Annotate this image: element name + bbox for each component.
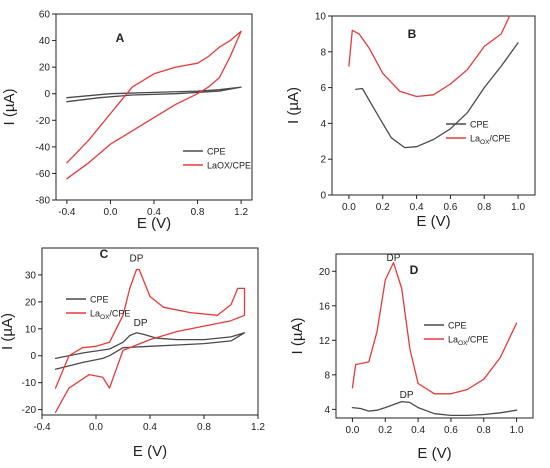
legend: CPE LaOX/CPE <box>424 321 488 348</box>
peak-annotation: DP <box>387 253 401 264</box>
legend-label: CPE <box>470 120 489 130</box>
x-axis-label: E (V) <box>416 213 450 230</box>
legend-label: CPE <box>448 321 467 331</box>
y-tick-label: 0 <box>320 191 326 202</box>
y-tick-label: 8 <box>324 370 330 381</box>
y-tick-label: 2 <box>320 155 326 166</box>
x-tick-label: 1.0 <box>511 202 525 213</box>
x-tick-label: 0.8 <box>197 422 211 433</box>
plot-frame <box>41 247 259 416</box>
y-tick-label: 40 <box>39 36 51 47</box>
y-axis-label: I (µA) <box>289 318 306 355</box>
series-line-cpe <box>66 86 242 103</box>
y-tick-label: 12 <box>319 336 331 347</box>
y-tick-label: 0 <box>44 89 50 100</box>
x-tick-label: 0.4 <box>147 207 161 218</box>
series-line-cpe <box>355 42 519 149</box>
x-axis-label: E (V) <box>137 215 171 232</box>
y-tick-label: 20 <box>319 267 331 278</box>
x-tick-label: 0.6 <box>443 202 457 213</box>
y-tick-label: -40 <box>36 142 51 153</box>
y-axis-label: I (µA) <box>285 87 302 124</box>
x-tick-label: 0.4 <box>411 425 425 436</box>
x-tick-label: 0.8 <box>477 425 491 436</box>
peak-annotation: DP <box>134 318 148 329</box>
legend: CPE LaOX/CPE <box>446 120 510 147</box>
panel-letter: D <box>410 263 419 277</box>
plot-frame <box>331 15 536 196</box>
x-tick-label: 0.8 <box>191 207 205 218</box>
peak-annotation: DP <box>130 253 144 264</box>
y-tick-label: 0 <box>30 351 36 362</box>
x-tick-label: 1.2 <box>251 422 265 433</box>
x-tick-label: 0.0 <box>103 207 117 218</box>
x-tick-label: 1.0 <box>510 425 524 436</box>
x-tick-label: 1.2 <box>234 207 248 218</box>
x-tick-label: 0.0 <box>345 425 359 436</box>
legend-label: LaOX/CPE <box>207 161 251 171</box>
x-tick-label: 0.0 <box>89 422 103 433</box>
x-tick-label: 0.2 <box>376 202 390 213</box>
legend-label: CPE <box>207 147 226 157</box>
y-tick-label: 8 <box>320 47 326 58</box>
x-tick-label: 0.4 <box>410 202 424 213</box>
legend-label: LaOX/CPE <box>90 309 130 322</box>
series-line-laox-cpe <box>348 15 511 98</box>
peak-annotation: DP <box>400 390 414 401</box>
y-tick-label: 30 <box>25 270 37 281</box>
x-tick-label: 0.6 <box>444 425 458 436</box>
x-tick-label: -0.4 <box>58 207 76 218</box>
y-tick-label: 10 <box>315 12 327 23</box>
legend-label: LaOX/CPE <box>470 134 510 147</box>
x-tick-label: -0.4 <box>33 422 51 433</box>
series-line-laox-cpe <box>54 268 246 413</box>
panel-a: -0.4 0.0 0.4 0.8 1.2 -80 -60 -40 -20 0 20 40 60 E (V)… <box>1 10 253 232</box>
panel-letter: A <box>116 31 125 45</box>
y-tick-label: 4 <box>320 119 326 130</box>
panel-d: 0.0 0.2 0.4 0.6 0.8 1.0 4 8 12 16 20 DP DP E (V) I (µA… <box>289 253 534 462</box>
y-tick-label: -80 <box>36 196 51 207</box>
y-axis-label: I (µA) <box>0 313 16 350</box>
x-tick-label: 0.0 <box>342 202 356 213</box>
plot-frame <box>55 13 253 201</box>
series-line-laox-cpe <box>351 261 518 395</box>
plot-frame <box>335 253 534 419</box>
panel-letter: B <box>408 27 417 41</box>
x-tick-label: 0.4 <box>143 422 157 433</box>
legend: CPE LaOX/CPE <box>183 147 251 171</box>
y-tick-label: 20 <box>25 297 37 308</box>
panel-b: 0.0 0.2 0.4 0.6 0.8 1.0 0 2 4 6 8 10 E (V) I (µA) B CPE… <box>285 12 536 230</box>
y-tick-label: 60 <box>39 10 51 21</box>
y-tick-label: -60 <box>36 169 51 180</box>
panel-c: -0.4 0.0 0.4 0.8 1.2 -20 -10 0 10 20 30 DP DP E (V) I … <box>0 247 265 460</box>
series-line-cpe <box>54 332 246 370</box>
panel-letter: C <box>100 247 109 261</box>
y-axis-label: I (µA) <box>1 89 18 126</box>
y-tick-label: 6 <box>320 83 326 94</box>
y-tick-label: -10 <box>22 378 37 389</box>
y-tick-label: -20 <box>36 116 51 127</box>
y-tick-label: 16 <box>319 301 331 312</box>
x-tick-label: 0.2 <box>378 425 392 436</box>
y-tick-label: 10 <box>25 324 37 335</box>
series-line-laox-cpe <box>66 30 242 180</box>
series-line-cpe <box>351 400 518 417</box>
legend-label: LaOX/CPE <box>448 335 488 348</box>
y-tick-label: 20 <box>39 63 51 74</box>
legend: CPE LaOX/CPE <box>66 295 130 322</box>
legend-label: CPE <box>90 295 109 305</box>
x-tick-label: 0.8 <box>477 202 491 213</box>
y-tick-label: -20 <box>22 405 37 416</box>
x-axis-label: E (V) <box>417 445 451 462</box>
x-axis-label: E (V) <box>133 443 167 460</box>
y-tick-label: 4 <box>324 405 330 416</box>
